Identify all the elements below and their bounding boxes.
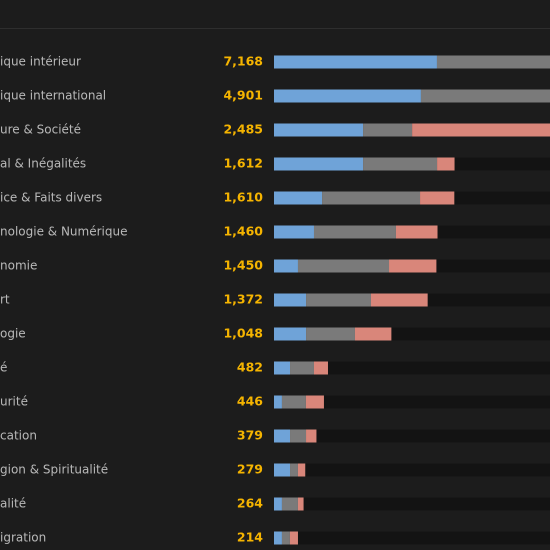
bar-segment: [274, 429, 291, 443]
count: 1,612: [223, 156, 263, 171]
bar-track: [274, 497, 550, 511]
count: 1,450: [223, 258, 263, 273]
count: 1,610: [223, 190, 263, 205]
bar-segment: [305, 395, 324, 409]
bar-track: [274, 463, 550, 477]
bar-segment: [306, 429, 317, 443]
category-label: al & Inégalités: [0, 157, 86, 171]
bar-segment: [370, 293, 428, 307]
count: 264: [237, 496, 263, 511]
bar-segment: [274, 293, 307, 307]
category-label: cation: [0, 429, 37, 443]
bar-segment: [436, 55, 550, 69]
category-label: alité: [0, 497, 26, 511]
category-label: urité: [0, 395, 28, 409]
bar-segment: [354, 327, 392, 341]
category-label: ice & Faits divers: [0, 191, 102, 205]
bar-track: [274, 395, 550, 409]
bar-track: [274, 429, 550, 443]
bar-segment: [274, 259, 298, 273]
bar-segment: [363, 123, 413, 137]
bar-segment: [274, 123, 364, 137]
bar-segment: [389, 259, 437, 273]
count: 446: [237, 394, 263, 409]
count: 1,460: [223, 224, 263, 239]
bar-segment: [289, 531, 298, 545]
bar-segment: [281, 531, 290, 545]
category-label: nomie: [0, 259, 37, 273]
bar-segment: [363, 157, 438, 171]
bar-track: [274, 361, 550, 375]
bar-segment: [420, 191, 455, 205]
bar-segment: [306, 327, 355, 341]
category-label: ique intérieur: [0, 55, 81, 69]
category-label: nologie & Numérique: [0, 225, 127, 239]
count: 379: [237, 428, 263, 443]
count: 4,901: [223, 88, 263, 103]
count: 2,485: [223, 122, 263, 137]
bar-segment: [274, 191, 323, 205]
category-label: rt: [0, 293, 10, 307]
bar-segment: [290, 429, 307, 443]
category-label: é: [0, 361, 7, 375]
bar-segment: [274, 497, 282, 511]
count: 279: [237, 462, 263, 477]
count: 482: [237, 360, 263, 375]
bar-segment: [281, 497, 298, 511]
bar-segment: [306, 293, 371, 307]
bar-segment: [297, 259, 390, 273]
category-label: ique international: [0, 89, 106, 103]
bar-segment: [395, 225, 438, 239]
bar-segment: [274, 531, 282, 545]
bar-segment: [274, 463, 291, 477]
count: 214: [237, 530, 263, 545]
bar-segment: [274, 89, 421, 103]
bar-segment: [322, 191, 421, 205]
bar-segment: [290, 361, 314, 375]
category-label: ure & Société: [0, 123, 81, 137]
count: 7,168: [223, 54, 263, 69]
bar-segment: [281, 395, 306, 409]
bar-segment: [297, 497, 304, 511]
bar-segment: [274, 225, 314, 239]
bar-segment: [313, 225, 396, 239]
bar-segment: [412, 123, 550, 137]
bar-segment: [274, 157, 364, 171]
bar-segment: [274, 395, 282, 409]
bar-segment: [313, 361, 328, 375]
category-label: ogie: [0, 327, 26, 341]
bar-segment: [420, 89, 550, 103]
category-label: gion & Spiritualité: [0, 463, 108, 477]
bar-segment: [274, 55, 437, 69]
bar-track: [274, 531, 550, 545]
bar-segment: [274, 361, 291, 375]
bar-segment: [290, 463, 298, 477]
bar-segment: [274, 327, 307, 341]
count: 1,048: [223, 326, 263, 341]
count: 1,372: [223, 292, 263, 307]
category-label: igration: [0, 531, 46, 545]
bar-segment: [437, 157, 455, 171]
bar-segment: [297, 463, 306, 477]
